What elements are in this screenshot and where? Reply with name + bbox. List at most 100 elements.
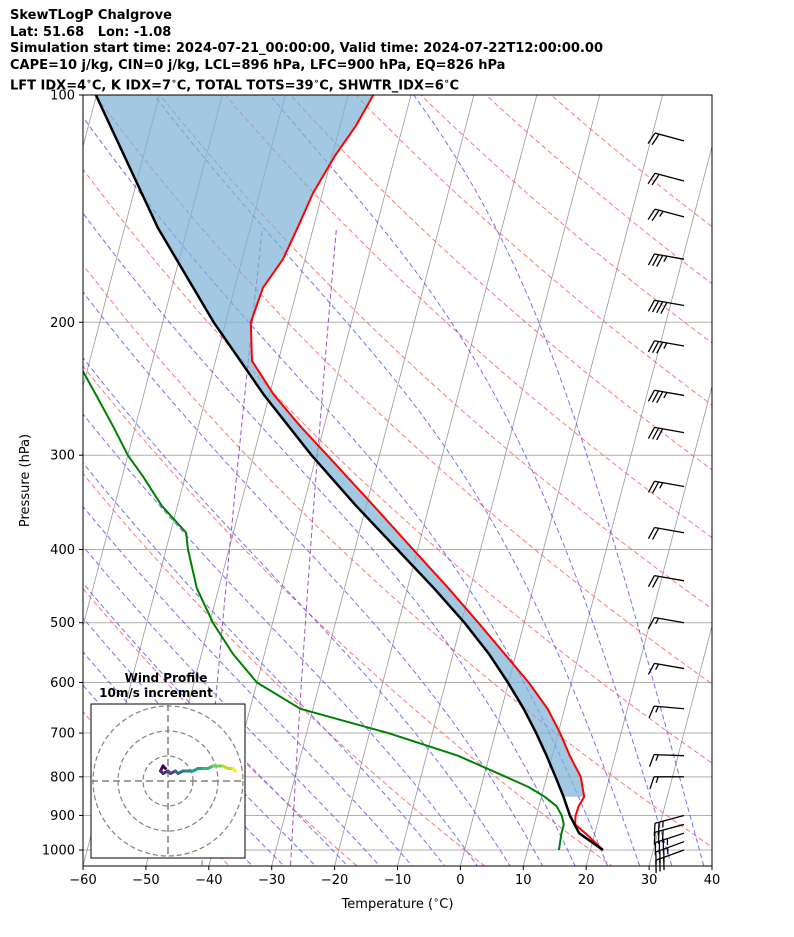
moist-adiabat-line (83, 462, 446, 866)
x-tick-label: −60 (69, 873, 96, 888)
wind-barb-staff (654, 662, 685, 670)
moist-adiabat-line (83, 357, 511, 866)
wind-barb-feather (647, 389, 656, 402)
x-tick-label: 20 (578, 873, 595, 888)
y-tick-label: 800 (50, 770, 75, 785)
wind-barb-feather (647, 527, 656, 539)
wind-barb (647, 299, 685, 314)
y-tick-label: 400 (50, 543, 75, 558)
x-tick-label: −50 (132, 873, 159, 888)
x-tick-label: 10 (515, 873, 532, 888)
wind-barb-feather (651, 427, 660, 440)
moist-adiabat-line (153, 95, 641, 866)
wind-barb-half-feather (663, 255, 668, 263)
wind-barb-feather (651, 254, 660, 267)
y-tick-label: 300 (50, 449, 75, 464)
time-line: Simulation start time: 2024-07-21_00:00:… (10, 41, 603, 56)
wind-barb-feather (647, 132, 656, 144)
wind-barb (647, 389, 685, 404)
wind-barb-staff (653, 753, 685, 757)
wind-barb-feather (656, 341, 664, 354)
wind-barb-staff (654, 132, 685, 142)
isotherm-line (334, 95, 538, 866)
x-tick-label: 30 (641, 873, 658, 888)
hodograph-trace-segment (231, 767, 237, 773)
temperature-line (249, 95, 604, 851)
x-tick-label: −20 (321, 873, 348, 888)
wind-barb-staff (654, 823, 685, 833)
wind-barb-feather (647, 299, 656, 312)
wind-barb (647, 132, 685, 146)
wind-barb-staff (655, 841, 685, 853)
convective-params-line: CAPE=10 j/kg, CIN=0 j/kg, LCL=896 hPa, L… (10, 57, 506, 73)
wind-barb-staff (654, 172, 685, 182)
wind-barb-feather (653, 823, 656, 836)
wind-barb-feather (647, 575, 656, 588)
moist-adiabat-line (83, 413, 478, 866)
wind-barb-feather (651, 173, 660, 186)
x-axis-label: Temperature (∘C) (341, 895, 454, 913)
wind-barb-half-feather (659, 210, 664, 217)
wind-barb-staff (655, 832, 685, 844)
wind-barb-feather (647, 208, 656, 220)
moist-adiabat-line (83, 116, 609, 866)
x-tick-label: 40 (704, 873, 721, 888)
wind-barb-staff (654, 574, 685, 582)
parcel-path-line (94, 95, 604, 852)
wind-barb-staff (654, 208, 685, 218)
dry-adiabat-line (485, 95, 712, 285)
wind-barb-half-feather (655, 663, 660, 670)
wind-barb (647, 662, 685, 675)
wind-barb (649, 776, 684, 790)
wind-barb-half-feather (655, 776, 659, 784)
wind-barb-feather (657, 822, 660, 835)
moist-adiabat-line (413, 95, 705, 866)
wind-barb-feather (648, 754, 655, 767)
x-tick-label: 0 (456, 873, 464, 888)
wind-barb-feather (661, 829, 664, 843)
x-tick-label: −40 (195, 873, 222, 888)
location-line: Lat: 51.68 Lon: -1.08 (10, 24, 172, 40)
dry-adiabat-line (355, 95, 712, 406)
hodograph-subtitle: 10m/s increment (99, 686, 213, 700)
hodograph-plot (91, 704, 245, 858)
wind-barb-staff (654, 299, 685, 307)
wind-barb (647, 340, 685, 354)
moist-adiabat-line (269, 95, 673, 866)
wind-barb-half-feather (659, 482, 664, 489)
wind-barb-feather (656, 301, 664, 314)
moist-adiabat-line (83, 291, 544, 866)
wind-barb-feather (647, 617, 656, 629)
isotherm-line (397, 95, 601, 866)
wind-barb-staff (654, 526, 685, 534)
wind-barb-staff (654, 705, 685, 710)
isotherm-line (585, 384, 712, 866)
wind-barb-half-feather (663, 342, 668, 349)
wind-barb-feather (647, 340, 656, 353)
wind-barb (653, 814, 685, 836)
wind-barb (647, 526, 685, 540)
wind-barb (647, 208, 685, 222)
wind-barb-half-feather (655, 706, 659, 713)
y-tick-label: 900 (50, 809, 75, 824)
dry-adiabat-line (420, 95, 712, 344)
wind-barb (647, 172, 685, 186)
wind-barb-half-feather (655, 617, 660, 625)
wind-barb-feather (651, 209, 660, 222)
wind-barb (647, 616, 685, 629)
dry-adiabat-line (83, 365, 613, 866)
wind-barb-feather (651, 390, 660, 403)
isotherm-line (459, 95, 664, 866)
wind-barb (648, 705, 685, 719)
wind-barb-feather (649, 776, 655, 790)
x-tick-label: −30 (258, 873, 285, 888)
wind-barb-feather (651, 576, 660, 588)
isotherm-line (711, 864, 712, 866)
cape-shading (95, 95, 585, 797)
wind-barb-staff (654, 426, 685, 434)
wind-barb (647, 253, 685, 267)
moist-adiabat-line (83, 545, 381, 866)
chart-title: SkewTLogP Chalgrove (10, 8, 172, 23)
wind-barb-feather (647, 253, 656, 266)
